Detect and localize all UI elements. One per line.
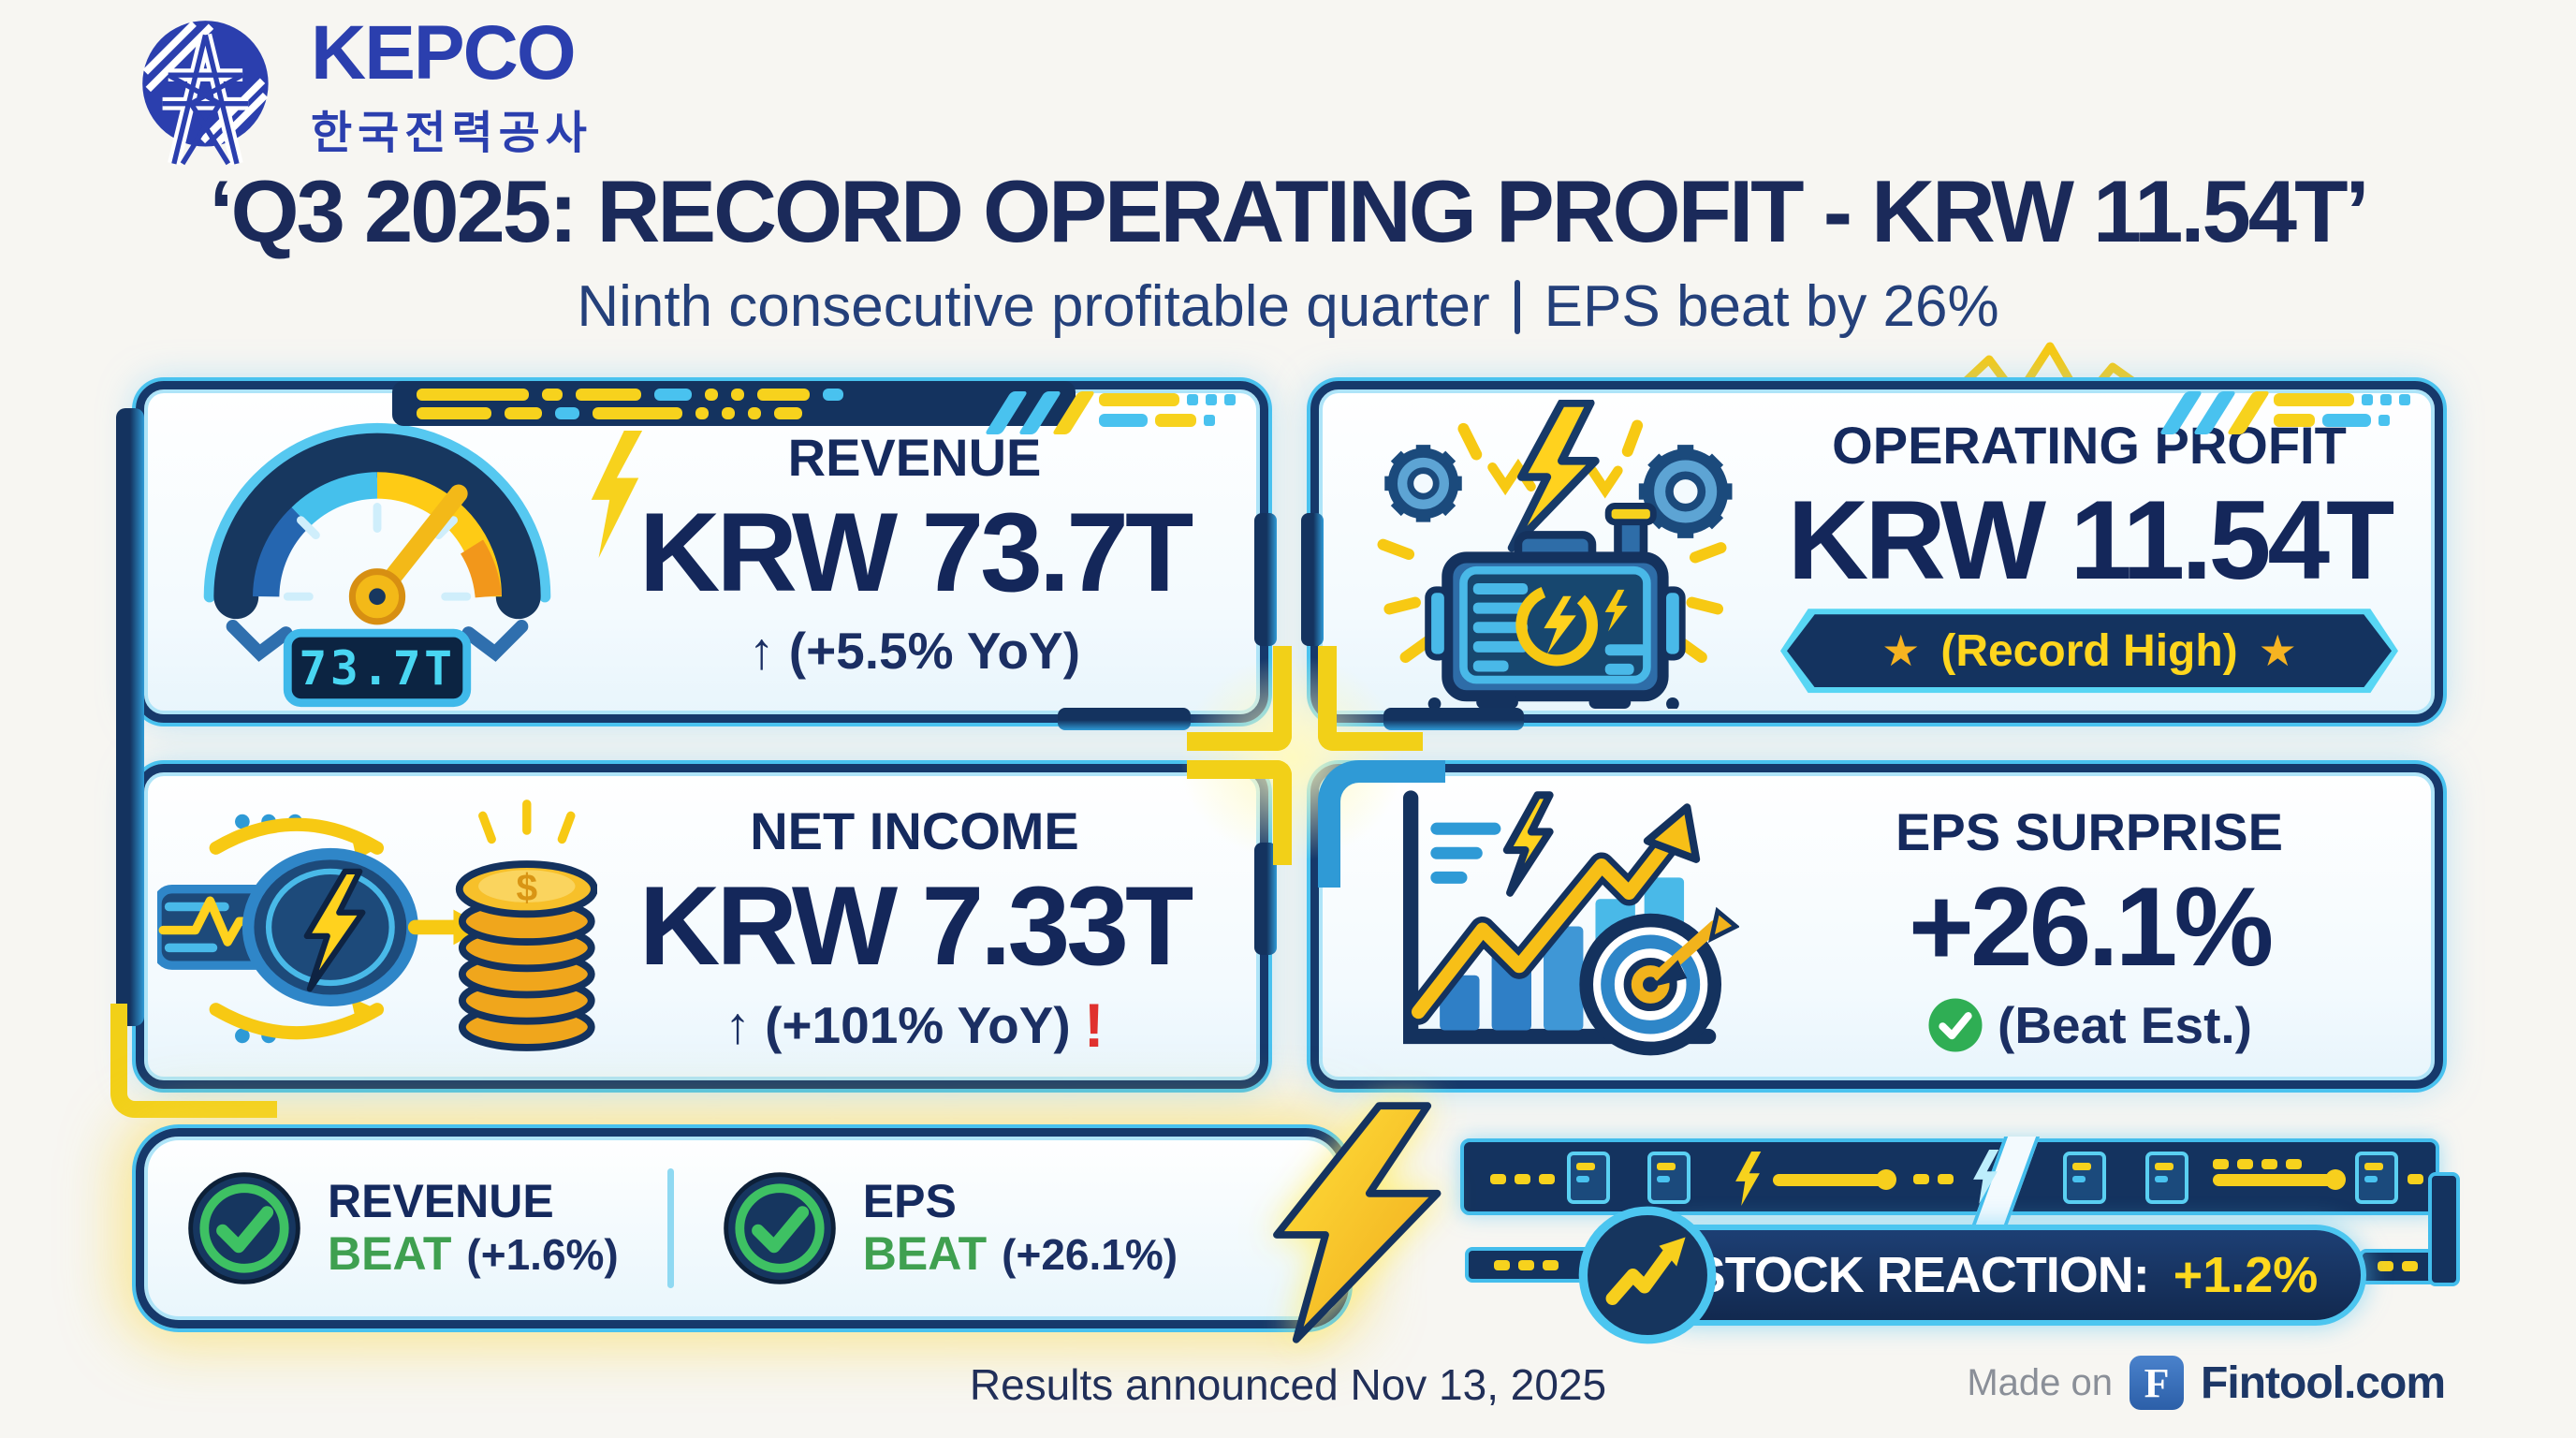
eps-surprise-value: +26.1% xyxy=(1908,863,2274,990)
small-bolt-icon xyxy=(591,431,643,558)
yellow-corner-bracket xyxy=(1187,760,1292,865)
announcement-date: Results announced Nov 13, 2025 xyxy=(969,1360,1607,1409)
record-high-text: (Record High) xyxy=(1940,625,2238,676)
check-circle-icon xyxy=(188,1172,300,1284)
eps-beat-word: BEAT xyxy=(862,1227,988,1281)
left-pipe-decoration xyxy=(116,408,144,1026)
eps-beat-label: EPS xyxy=(862,1174,957,1227)
operating-profit-card: OPERATING PROFIT KRW 11.54T ★ (Record Hi… xyxy=(1310,381,2443,723)
summary-divider xyxy=(666,1168,674,1288)
corner-slashes xyxy=(2159,388,2410,444)
brand-text-block: KEPCO 한국전력공사 xyxy=(311,15,593,161)
gear-right xyxy=(1638,444,1733,538)
eps-surprise-label: EPS SURPRISE xyxy=(1895,801,2283,861)
center-glow xyxy=(1179,655,1404,861)
net-income-value: KRW 7.33T xyxy=(638,862,1194,989)
subtitle-divider xyxy=(1514,279,1520,334)
revenue-beat-block: REVENUE BEAT (+1.6%) xyxy=(187,1171,619,1285)
connector-dashes xyxy=(2378,1261,2418,1271)
revenue-beat-word: BEAT xyxy=(328,1227,452,1281)
yellow-elbow-pipe xyxy=(110,1004,277,1118)
brand-name: KEPCO xyxy=(311,10,577,95)
circuit-board-strip xyxy=(1460,1137,2439,1225)
connector-dashes xyxy=(1494,1260,1559,1270)
svg-text:$: $ xyxy=(516,866,537,909)
eps-surprise-note: (Beat Est.) xyxy=(1998,996,2252,1055)
stock-reaction-value: +1.2% xyxy=(2173,1247,2319,1303)
operating-profit-value: KRW 11.54T xyxy=(1787,477,2395,603)
growth-chart-target-icon xyxy=(1332,780,1772,1078)
fintool-brand-name: Fintool.com xyxy=(2201,1357,2446,1408)
revenue-beat-delta: (+1.6%) xyxy=(466,1230,619,1280)
kepco-logo-mark-icon xyxy=(142,21,269,166)
gear-left xyxy=(1384,444,1462,522)
strip-break xyxy=(1971,1137,2041,1225)
revenue-beat-label: REVENUE xyxy=(328,1174,554,1227)
operating-profit-text-zone: OPERATING PROFIT KRW 11.54T ★ (Record Hi… xyxy=(1772,415,2407,694)
connector-pipe xyxy=(1301,513,1324,646)
energy-to-coins-icon: $ xyxy=(157,788,597,1069)
stock-reaction-pill: STOCK REACTION: +1.2% xyxy=(1644,1225,2366,1326)
fintool-logo-icon: F xyxy=(2130,1356,2185,1410)
made-on-label: Made on xyxy=(1967,1361,2114,1403)
star-icon: ★ xyxy=(2258,625,2297,677)
page-title: ‘Q3 2025: RECORD OPERATING PROFIT - KRW … xyxy=(209,162,2369,260)
eps-beat-block: EPS BEAT (+26.1%) xyxy=(723,1171,1178,1285)
gauge-readout: 73.7T xyxy=(299,641,455,696)
connector-pipe xyxy=(1254,513,1277,646)
yellow-corner-bracket xyxy=(1318,646,1423,751)
revenue-delta: ↑ (+5.5% YoY) xyxy=(748,622,1081,681)
blue-elbow-pipe xyxy=(1318,760,1445,888)
beats-summary-bar: REVENUE BEAT (+1.6%) EPS BEAT (+26.1%) xyxy=(136,1128,1349,1328)
green-check-icon xyxy=(1928,998,1983,1052)
revenue-value: KRW 73.7T xyxy=(638,489,1194,615)
circuit-dash-strip xyxy=(392,381,1076,426)
page-subtitle: Ninth consecutive profitable quarter EPS… xyxy=(0,273,2576,340)
generator-icon xyxy=(1332,399,1772,709)
stock-reaction-label: STOCK REACTION: xyxy=(1691,1247,2150,1303)
corner-slashes xyxy=(984,388,1236,444)
connector-pipe xyxy=(1058,708,1191,730)
yellow-corner-bracket xyxy=(1187,646,1292,751)
pulse-line-decoration xyxy=(1858,342,2401,407)
pill-connector xyxy=(2428,1172,2460,1286)
revenue-text-zone: REVENUE KRW 73.7T ↑ (+5.5% YoY) xyxy=(597,427,1232,681)
lightning-bolt-icon xyxy=(1273,1102,1442,1343)
kepco-logo: KEPCO 한국전력공사 xyxy=(131,15,593,172)
net-income-delta: ↑ (+101% YoY) xyxy=(724,996,1071,1055)
fintool-credit: Made on F Fintool.com xyxy=(1967,1356,2446,1410)
stock-arrow-circle-icon xyxy=(1578,1206,1717,1344)
net-income-card: $ NET INCOME KRW 7.33T ↑ (+101% YoY) ! xyxy=(136,764,1268,1089)
brand-korean-name: 한국전력공사 xyxy=(311,109,593,158)
record-high-ribbon: ★ (Record High) ★ xyxy=(1780,609,2398,694)
operating-profit-label: OPERATING PROFIT xyxy=(1832,415,2347,475)
revenue-card: 73.7T REVENUE KRW 73.7T ↑ (+5.5% YoY) xyxy=(136,381,1268,723)
eps-beat-delta: (+26.1%) xyxy=(1002,1230,1178,1280)
eps-surprise-text-zone: EPS SURPRISE +26.1% (Beat Est.) xyxy=(1772,801,2407,1055)
subtitle-right: EPS beat by 26% xyxy=(1544,274,1999,339)
eps-surprise-card: EPS SURPRISE +26.1% (Beat Est.) xyxy=(1310,764,2443,1089)
net-income-text-zone: NET INCOME KRW 7.33T ↑ (+101% YoY) ! xyxy=(597,800,1232,1056)
star-icon: ★ xyxy=(1881,625,1921,677)
subtitle-left: Ninth consecutive profitable quarter xyxy=(577,274,1490,339)
alert-exclamation-icon: ! xyxy=(1083,990,1105,1061)
connector-pipe xyxy=(1383,708,1524,730)
revenue-gauge-icon: 73.7T xyxy=(157,401,597,708)
check-circle-icon xyxy=(723,1172,836,1284)
revenue-label: REVENUE xyxy=(787,427,1042,487)
net-income-label: NET INCOME xyxy=(750,800,1079,860)
